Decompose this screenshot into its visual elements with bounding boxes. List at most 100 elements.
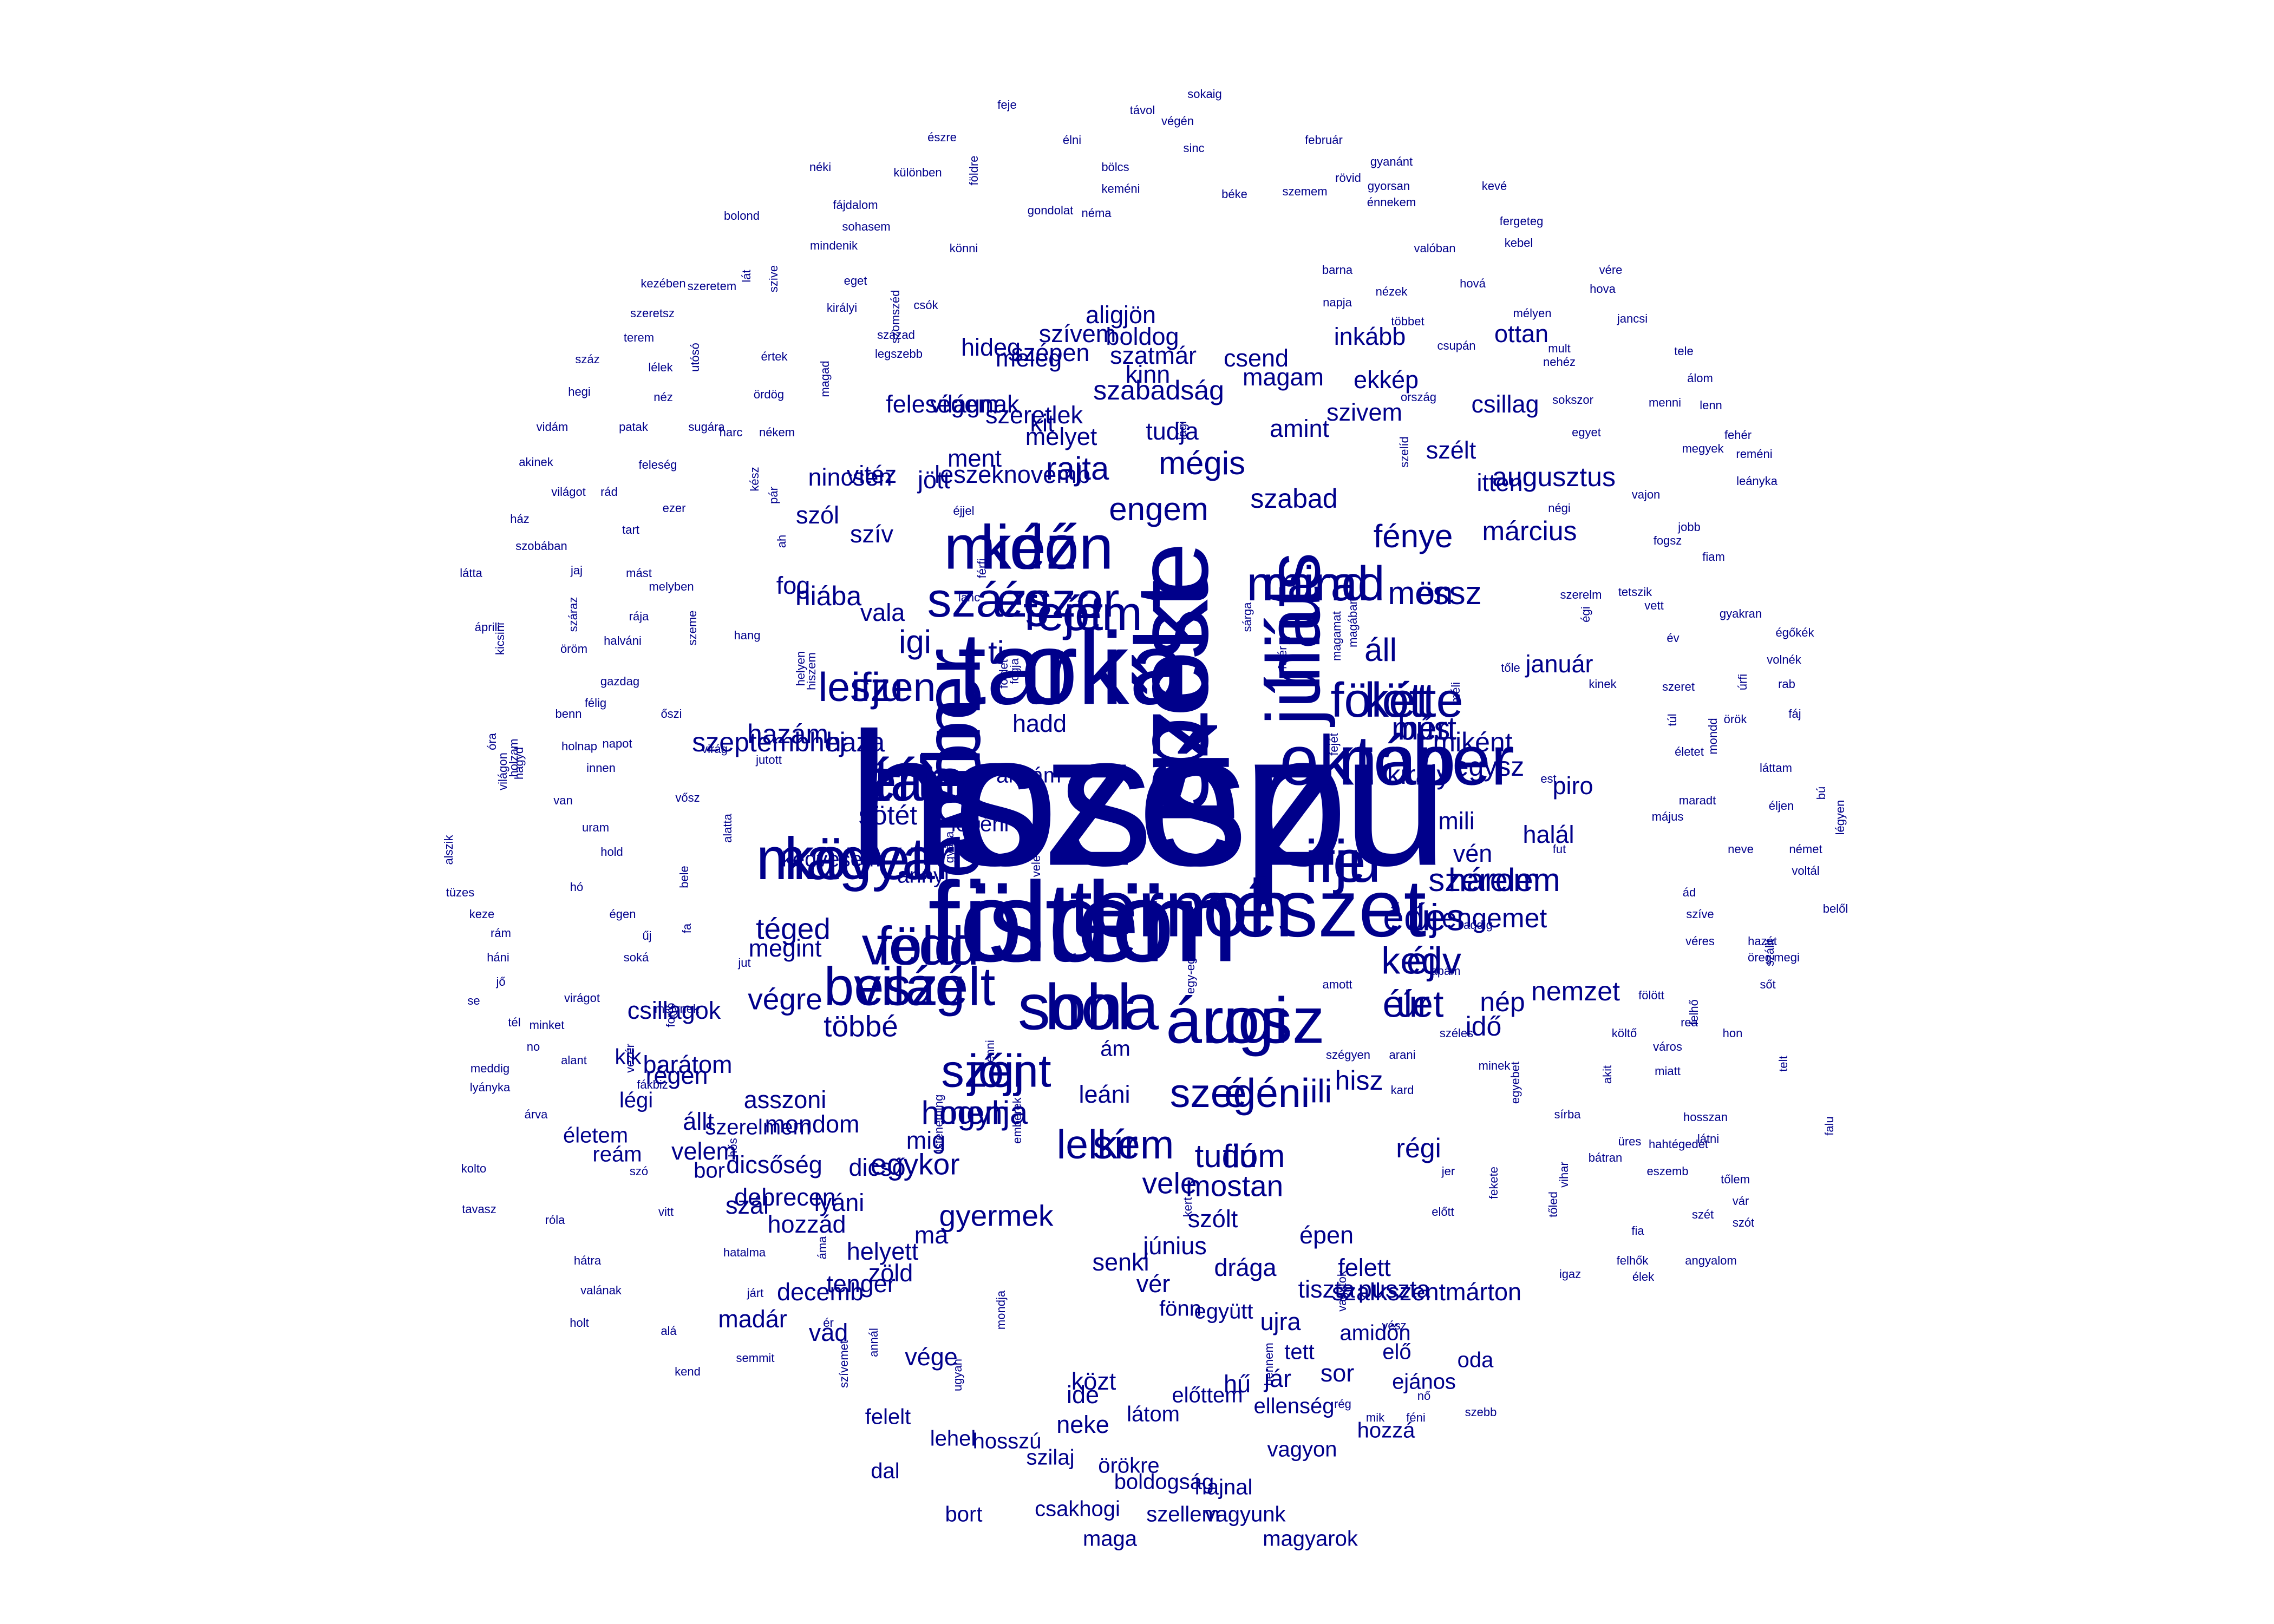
word-magamat: magamat [1330,611,1343,661]
word-hazat: hazát [1748,934,1777,948]
word-elo: elő [1382,1340,1411,1364]
word-szazad: század [877,328,915,342]
word-jojj: jőjj [966,1045,1024,1097]
word-kend: kend [675,1365,701,1378]
word-sugara: sugára [688,420,725,434]
word-terem: terem [624,331,654,344]
word-zold: zöld [868,1259,913,1287]
word-baratom: barátom [643,1051,732,1078]
word-feher: fehér [1724,428,1752,442]
word-magad: magad [818,361,832,397]
word-fejem: fejem [1023,587,1142,641]
word-melyet: melyet [1025,423,1097,450]
word-ejjel: éjjel [953,504,974,518]
word-ej: éj [1407,939,1436,981]
word-lattam: láttam [1760,761,1792,775]
word-mik: mik [1366,1411,1385,1424]
word-felhok: felhők [1617,1254,1649,1267]
word-hideg: hideg [961,333,1021,361]
word-ellenseg: ellenség [1253,1394,1334,1418]
word-rad: rád [600,485,618,499]
word-tenger: tenger [826,1270,896,1298]
word-sinc: sinc [1183,141,1204,155]
word-inkabb: inkább [1334,323,1406,350]
word-fajdalom: fájdalom [833,198,878,212]
word-kovet: követ [785,826,927,892]
word-szalkszentmarton: szalkszentmárton [1332,1278,1521,1306]
word-arva: árva [525,1108,548,1121]
word-uj: űj [642,929,651,942]
word-dal: dal [871,1459,899,1483]
word-fog: fog [776,572,811,599]
word-hos: hős [726,1138,740,1157]
word-meddig: meddig [471,1062,509,1075]
word-gyakran: gyakran [1720,607,1762,620]
word-dicsoseg: dicsőség [726,1151,822,1178]
word-barna: barna [1322,263,1353,277]
word-helyett: helyett [847,1237,919,1265]
word-fiu: fiú [1223,1138,1257,1174]
word-nema: néma [1081,206,1112,220]
word-szeretsz: szeretsz [630,306,675,320]
word-hold: hold [600,845,623,859]
word-julius: július [1251,552,1336,727]
word-ama: áma [815,1236,829,1260]
word-feje: feje [997,98,1016,112]
word-se: se [467,994,480,1007]
word-ember: ember [906,648,997,878]
word-kez: kéz [981,513,1077,582]
word-eletem: életem [563,1124,628,1148]
word-megyek: megyek [1682,442,1724,455]
word-vad: vad [809,1319,848,1346]
word-legszebb: legszebb [875,347,923,361]
word-nezek: nézek [1376,285,1408,298]
word-sziv: szív [850,520,894,548]
word-gyanant: gyanánt [1370,155,1413,168]
word-szomszed: szomszéd [888,290,902,343]
word-egi: égi [1579,606,1592,622]
word-alatta: alatta [721,813,734,843]
word-anyam: anyám [996,764,1061,788]
word-bort: bort [945,1503,983,1527]
word-keze: keze [469,907,494,921]
word-hegi: hegi [568,385,591,398]
word-hova: hová [1460,277,1486,290]
word-orokre: örökre [1098,1454,1159,1478]
word-tel: tél [508,1016,520,1029]
word-legi: légi [619,1089,653,1112]
word-lelk: lelk [1056,843,1070,861]
word-felesegem: feleségem [886,390,998,418]
word-hagyd: hagyd [512,747,526,780]
word-uram: uram [582,821,609,834]
word-hahtegedet: hahtégedet [1649,1137,1708,1151]
word-szaz: száz [575,352,599,366]
word-falu: falu [1822,1116,1836,1135]
word-magaban: magában [1346,598,1360,647]
word-ur: úr [1396,983,1430,1025]
word-ram: rám [491,926,511,940]
word-reg: rég [1334,1397,1351,1411]
word-vezer: vezér [623,1044,637,1073]
word-negi: négi [1548,501,1571,515]
word-no: no [527,1040,540,1053]
word-on: ön [1417,575,1453,611]
word-szegyen: szégyen [1326,1048,1370,1062]
word-szet: szét [1692,1208,1714,1221]
word-mondd: mondd [1706,718,1720,754]
word-januar: január [1524,650,1593,678]
word-sokaig: sokaig [1187,87,1222,101]
word-hosszu: hosszu [848,693,1448,905]
word-egyebet: egyebet [1508,1062,1522,1104]
word-benn: benn [556,707,582,721]
word-toled: tőled [1546,1191,1560,1217]
word-ream: reám [592,1143,642,1167]
word-magam: magam [1243,363,1324,391]
word-felig: félig [585,696,606,710]
word-jart: járt [747,1286,764,1300]
word-miatt: miatt [1655,1064,1681,1078]
word-felho: felhő [1687,999,1701,1025]
word-magyarok: magyarok [1263,1527,1358,1551]
word-kedvesem: kedvesem [782,848,880,872]
word-helyen: helyen [794,651,807,686]
word-ferfi: férfi [975,559,989,579]
